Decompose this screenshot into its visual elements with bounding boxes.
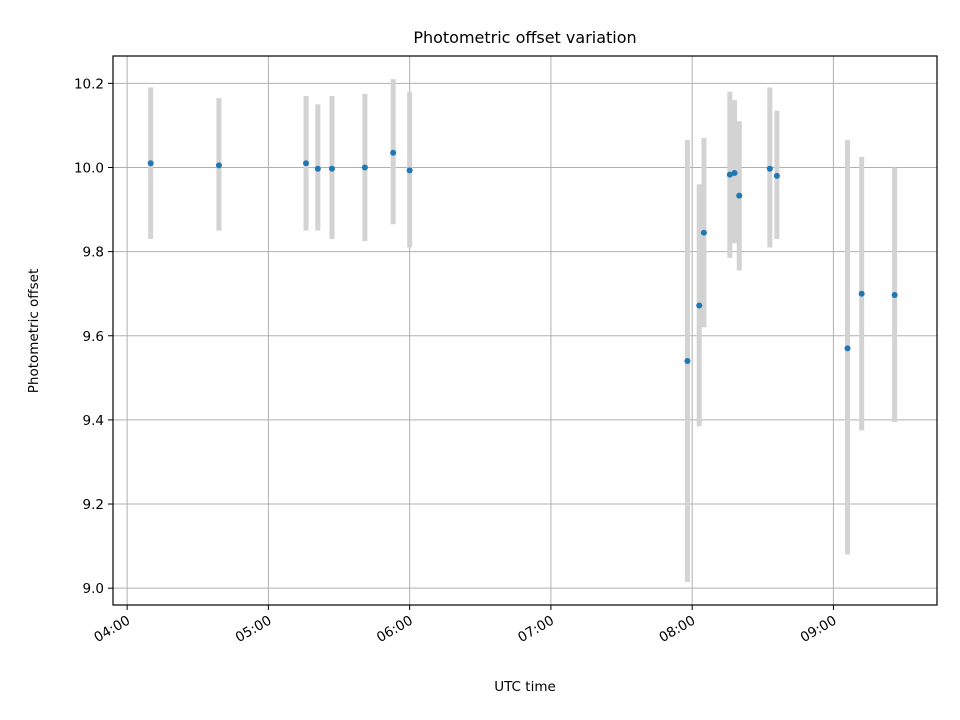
data-point: [844, 345, 851, 352]
data-point: [766, 165, 773, 172]
y-tick-label: 10.2: [74, 76, 104, 92]
data-point: [314, 165, 321, 172]
data-point: [390, 149, 397, 156]
data-point: [303, 160, 310, 167]
data-point: [147, 160, 154, 167]
data-point: [215, 162, 222, 169]
data-points: [147, 149, 898, 364]
grid: [113, 56, 937, 605]
plot-area-frame: [112, 55, 938, 606]
y-tick-label: 10.0: [74, 160, 104, 176]
data-point: [700, 229, 707, 236]
x-axis-label: UTC time: [494, 679, 556, 695]
data-point: [731, 169, 738, 176]
y-tick-label: 9.4: [83, 413, 104, 429]
data-point: [406, 167, 413, 174]
data-point: [684, 358, 691, 364]
data-point: [773, 172, 780, 179]
data-point: [858, 290, 865, 297]
data-point: [328, 165, 335, 172]
y-axis-ticks: 9.0 9.2 9.4 9.6 9.8 10.0 10.2: [74, 76, 113, 597]
data-point: [696, 302, 703, 309]
data-point: [891, 291, 898, 298]
y-axis-label: Photometric offset: [26, 269, 42, 393]
data-point: [726, 171, 733, 178]
chart-title: Photometric offset variation: [413, 28, 636, 47]
y-tick-label: 9.6: [83, 329, 104, 345]
y-tick-label: 9.8: [83, 245, 104, 261]
y-tick-label: 9.2: [83, 497, 104, 513]
y-tick-label: 9.0: [83, 581, 104, 597]
data-point: [361, 164, 368, 171]
data-point: [736, 192, 743, 199]
